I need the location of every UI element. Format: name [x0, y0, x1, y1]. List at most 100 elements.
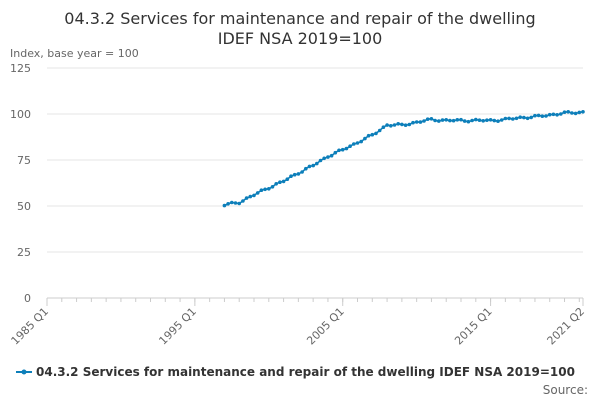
data-point[interactable] [374, 131, 378, 136]
data-point[interactable] [278, 180, 282, 184]
data-point[interactable] [340, 147, 345, 152]
data-point[interactable] [285, 177, 290, 181]
data-point[interactable] [555, 113, 559, 117]
data-point[interactable] [518, 115, 522, 119]
data-point[interactable] [300, 170, 304, 174]
data-point[interactable] [377, 128, 382, 133]
data-point[interactable] [577, 110, 582, 115]
data-point[interactable] [455, 118, 460, 122]
data-point[interactable] [252, 193, 256, 198]
data-point[interactable] [396, 122, 401, 126]
data-point[interactable] [337, 148, 341, 153]
data-point[interactable] [311, 163, 316, 168]
data-point[interactable] [289, 174, 293, 178]
data-point[interactable] [429, 117, 434, 121]
data-point[interactable] [540, 114, 545, 118]
data-point[interactable] [267, 187, 271, 191]
data-point[interactable] [551, 112, 556, 117]
data-point[interactable] [488, 118, 493, 122]
data-point[interactable] [292, 172, 297, 177]
data-point[interactable] [462, 119, 467, 123]
data-point[interactable] [547, 112, 552, 117]
data-point[interactable] [544, 114, 548, 118]
data-point[interactable] [536, 113, 541, 118]
data-point[interactable] [248, 194, 253, 199]
data-point[interactable] [477, 118, 482, 122]
data-point[interactable] [400, 122, 404, 127]
data-point[interactable] [270, 185, 275, 189]
data-point[interactable] [359, 139, 364, 144]
data-point[interactable] [529, 115, 533, 120]
data-point[interactable] [329, 153, 334, 158]
data-point[interactable] [474, 117, 478, 122]
data-point[interactable] [481, 119, 486, 123]
data-point[interactable] [492, 118, 497, 123]
data-point[interactable] [322, 156, 327, 161]
data-point[interactable] [440, 118, 445, 122]
data-point[interactable] [389, 124, 393, 128]
data-point[interactable] [433, 118, 437, 123]
data-point[interactable] [562, 110, 567, 114]
data-point[interactable] [274, 182, 279, 186]
data-point[interactable] [355, 141, 360, 145]
data-point[interactable] [414, 120, 419, 124]
data-point[interactable] [352, 142, 356, 146]
data-point[interactable] [392, 123, 397, 127]
data-point[interactable] [485, 118, 489, 122]
data-point[interactable] [559, 112, 563, 116]
data-point[interactable] [451, 118, 456, 123]
data-point[interactable] [503, 116, 508, 121]
data-point[interactable] [226, 202, 230, 206]
data-point[interactable] [230, 200, 234, 205]
data-point[interactable] [385, 123, 389, 127]
data-point[interactable] [418, 120, 423, 124]
data-point[interactable] [326, 155, 330, 159]
data-point[interactable] [422, 119, 426, 123]
data-point[interactable] [307, 164, 312, 169]
legend[interactable]: 04.3.2 Services for maintenance and repa… [16, 365, 575, 379]
data-point[interactable] [522, 115, 526, 120]
data-point[interactable] [407, 122, 412, 127]
data-point[interactable] [281, 179, 286, 184]
data-point[interactable] [466, 119, 471, 124]
data-point[interactable] [525, 116, 530, 121]
data-point[interactable] [259, 188, 264, 192]
data-point[interactable] [507, 116, 511, 121]
data-point[interactable] [566, 110, 570, 114]
data-point[interactable] [533, 113, 537, 118]
data-point[interactable] [581, 110, 585, 114]
data-point[interactable] [366, 133, 371, 138]
data-point[interactable] [304, 166, 308, 171]
data-point[interactable] [511, 117, 515, 121]
data-point[interactable] [348, 144, 352, 148]
data-point[interactable] [370, 132, 375, 137]
data-point[interactable] [315, 161, 319, 166]
data-point[interactable] [222, 203, 227, 208]
data-point[interactable] [570, 111, 574, 115]
data-point[interactable] [244, 196, 249, 200]
y-tick-label: 100 [10, 108, 31, 121]
data-point[interactable] [459, 117, 463, 122]
data-point[interactable] [573, 111, 578, 116]
data-point[interactable] [444, 118, 449, 122]
data-point[interactable] [470, 118, 474, 123]
data-point[interactable] [344, 146, 349, 151]
data-point[interactable] [411, 120, 415, 125]
data-point[interactable] [333, 150, 338, 155]
data-point[interactable] [499, 118, 504, 122]
data-point[interactable] [233, 201, 238, 205]
data-point[interactable] [514, 116, 519, 121]
data-point[interactable] [263, 187, 267, 192]
data-point[interactable] [241, 199, 245, 203]
data-point[interactable] [496, 119, 500, 123]
data-point[interactable] [255, 191, 260, 195]
data-point[interactable] [296, 172, 301, 176]
data-point[interactable] [318, 158, 323, 163]
data-point[interactable] [363, 136, 367, 141]
data-point[interactable] [425, 117, 430, 121]
data-point[interactable] [381, 125, 386, 129]
data-point[interactable] [448, 118, 452, 123]
data-point[interactable] [437, 119, 441, 123]
data-point[interactable] [403, 123, 408, 127]
data-point[interactable] [237, 201, 241, 206]
